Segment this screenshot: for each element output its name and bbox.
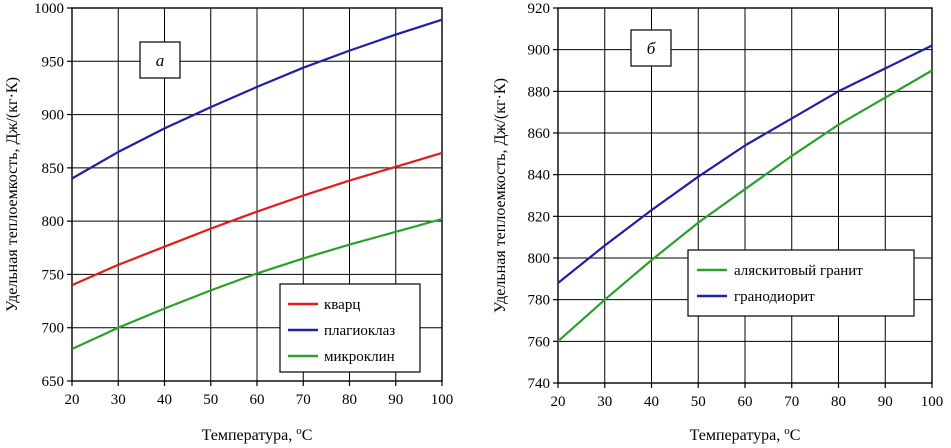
x-tick-label: 30	[111, 392, 126, 408]
y-axis-title: Удельная теплоемкость, Дж/(кг·К)	[492, 78, 509, 313]
series-line-гранодиорит	[557, 44, 933, 284]
x-tick-label: 80	[342, 392, 357, 408]
x-axis-title-degree: o	[296, 425, 302, 437]
y-tick-label: 900	[528, 43, 551, 59]
series-line-плагиоклаз	[71, 18, 443, 180]
x-axis-title-degree: o	[784, 425, 790, 437]
legend-label: аляскитовый гранит	[734, 263, 863, 279]
chart-panel-a: 20 30 40 50 60 70 80 90 100 650 700 750 800 850 900 950…	[4, 1, 453, 444]
y-tick-label: 840	[528, 168, 551, 184]
x-axis-title-unit: C	[302, 427, 313, 444]
x-tick-label: 40	[644, 394, 659, 410]
y-tick-label: 900	[42, 108, 65, 124]
x-tick-label: 90	[388, 392, 403, 408]
y-tick-label: 650	[42, 374, 65, 390]
y-tick-label: 880	[528, 84, 551, 100]
panel-letter-box	[630, 29, 672, 67]
y-tick-label: 850	[42, 161, 65, 177]
legend: кварц плагиоклаз микроклин	[279, 283, 421, 373]
y-tick-label: 740	[528, 376, 551, 392]
series-line-микроклин	[71, 217, 443, 350]
panel-letter-box	[139, 41, 181, 79]
x-tick-label: 20	[65, 392, 80, 408]
panel-letter: б	[647, 39, 656, 58]
y-tick-label: 800	[528, 251, 551, 267]
y-tick-label: 800	[42, 214, 65, 230]
y-axis-title: Удельная теплоемкость, Дж/(кг·К)	[4, 77, 21, 312]
legend-box	[687, 249, 915, 317]
series-line-аляскитовый-гранит	[557, 69, 933, 343]
panel-letter: а	[156, 51, 165, 70]
legend-label: гранодиорит	[734, 289, 815, 305]
y-tick-label: 760	[528, 334, 551, 350]
x-axis-title: Температура, oC	[690, 425, 801, 444]
x-axis-title-text: Температура,	[202, 427, 297, 444]
x-tick-label: 30	[597, 394, 612, 410]
x-tick-label: 70	[296, 392, 311, 408]
legend-label: микроклин	[324, 349, 395, 365]
x-tick-label: 100	[431, 392, 454, 408]
x-tick-label: 100	[921, 394, 944, 410]
x-tick-label: 20	[551, 394, 566, 410]
chart-panel-b: 20 30 40 50 60 70 80 90 100 740 760 780 800 820 840 860…	[492, 1, 943, 444]
y-tick-label: 700	[42, 321, 65, 337]
x-tick-label: 50	[203, 392, 218, 408]
y-tick-label: 750	[42, 267, 65, 283]
y-tick-label: 780	[528, 293, 551, 309]
y-tick-label: 920	[528, 1, 551, 17]
y-tick-label: 950	[42, 54, 65, 70]
legend-label: плагиоклаз	[324, 323, 395, 339]
y-tick-label: 820	[528, 209, 551, 225]
x-tick-label: 50	[691, 394, 706, 410]
x-axis-title-text: Температура,	[690, 427, 785, 444]
legend-label: кварц	[324, 297, 360, 313]
x-tick-label: 40	[157, 392, 172, 408]
x-tick-label: 70	[784, 394, 799, 410]
series-line-кварц	[71, 151, 443, 287]
legend: аляскитовый гранит гранодиорит	[687, 249, 915, 317]
x-tick-label: 60	[738, 394, 753, 410]
x-axis-title-unit: C	[790, 427, 801, 444]
y-tick-label: 860	[528, 126, 551, 142]
x-axis-title: Температура, oC	[202, 425, 313, 444]
y-tick-label: 1000	[34, 1, 64, 17]
x-tick-label: 80	[831, 394, 846, 410]
x-tick-label: 60	[250, 392, 265, 408]
x-tick-label: 90	[878, 394, 893, 410]
legend-box	[279, 283, 421, 373]
